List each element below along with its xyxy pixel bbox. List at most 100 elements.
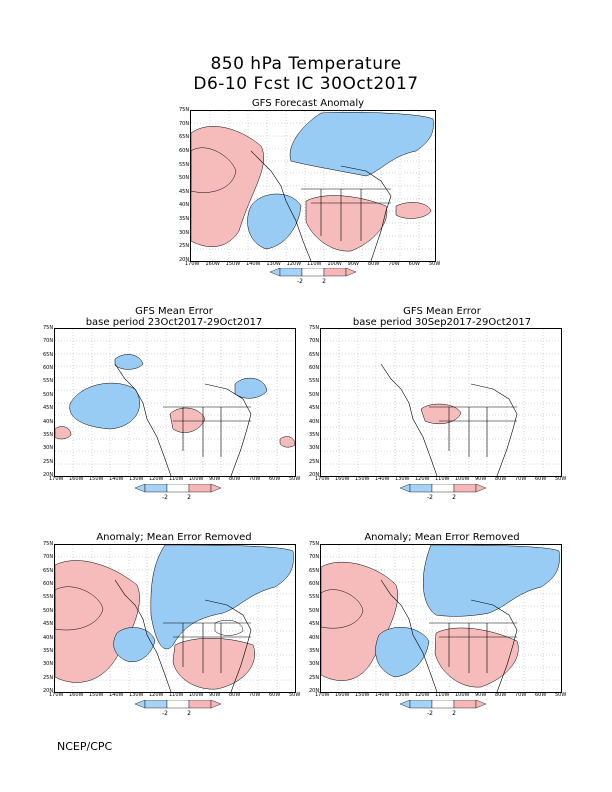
- lon-label: 110W: [169, 476, 184, 482]
- lon-label: 120W: [415, 476, 430, 482]
- lat-label: 75N: [179, 107, 190, 113]
- lon-label: 130W: [129, 692, 144, 698]
- panel-corrected-5d-title: Anomaly; Mean Error Removed: [96, 532, 252, 543]
- figure-title-line1: 850 hPa Temperature: [210, 54, 402, 74]
- lon-label: 80W: [495, 692, 507, 698]
- lon-label: 140W: [375, 692, 390, 698]
- panel-corrected-5d-map: [54, 544, 296, 693]
- lat-label: 45N: [179, 188, 190, 195]
- lat-label: 35N: [179, 216, 190, 223]
- lat-label: 30N: [43, 445, 54, 452]
- legend-label-pos: 2: [322, 278, 326, 284]
- lat-label: 75N: [309, 541, 320, 547]
- lat-label: 45N: [309, 621, 320, 628]
- lat-label: 55N: [309, 594, 320, 601]
- lat-label: 50N: [43, 391, 54, 398]
- lat-label: 20N: [43, 472, 54, 478]
- lon-label: 140W: [109, 692, 124, 698]
- panel-mean-error-5d-title: GFS Mean Error base period 23Oct2017-29Oc…: [85, 306, 263, 328]
- legend-label-neg: -2: [297, 278, 303, 284]
- lon-label: 140W: [375, 476, 390, 482]
- panel-mean-error-5d-legend: -2 2: [135, 484, 221, 500]
- lon-label: 100W: [189, 692, 204, 698]
- lat-label: 25N: [179, 243, 190, 250]
- lat-label: 65N: [43, 567, 54, 574]
- lat-label: 65N: [309, 351, 320, 358]
- lon-label: 170W: [315, 476, 330, 482]
- lat-label: 30N: [309, 661, 320, 668]
- lat-label: 45N: [43, 621, 54, 628]
- lon-label: 160W: [335, 476, 350, 482]
- legend-label-pos: 2: [452, 494, 456, 500]
- lon-label: 90W: [475, 692, 487, 698]
- panel-mean-error-30d-map: [320, 328, 562, 477]
- panel-mean-error-30d-legend: -2 2: [400, 484, 486, 500]
- lat-label: 25N: [309, 458, 320, 465]
- lat-label: 70N: [43, 554, 54, 561]
- lat-label: 30N: [179, 229, 190, 236]
- lat-label: 40N: [43, 418, 54, 425]
- legend-label-neg: -2: [427, 710, 433, 716]
- panel-mean-error-5d-map: [54, 328, 296, 477]
- legend-label-pos: 2: [187, 710, 191, 716]
- lon-label: 90W: [209, 692, 221, 698]
- lon-label: 170W: [185, 261, 200, 267]
- lat-label: 55N: [43, 378, 54, 385]
- lon-label: 80W: [495, 476, 507, 482]
- lat-label: 20N: [179, 257, 190, 263]
- lon-label: 160W: [205, 261, 220, 267]
- lon-label: 100W: [189, 476, 204, 482]
- lat-label: 75N: [309, 325, 320, 331]
- lat-label: 50N: [43, 607, 54, 614]
- legend-label-neg: -2: [427, 494, 433, 500]
- lon-label: 50W: [555, 692, 567, 698]
- lon-label: 110W: [435, 692, 450, 698]
- lon-label: 150W: [355, 476, 370, 482]
- credit-label: NCEP/CPC: [57, 740, 113, 753]
- lon-label: 80W: [368, 261, 380, 267]
- lat-label: 30N: [309, 445, 320, 452]
- lon-label: 50W: [555, 476, 567, 482]
- lat-label: 55N: [43, 594, 54, 601]
- lon-label: 130W: [266, 261, 281, 267]
- lat-label: 60N: [309, 365, 320, 372]
- lat-label: 40N: [309, 418, 320, 425]
- lat-label: 40N: [43, 634, 54, 641]
- lon-label: 70W: [515, 692, 527, 698]
- lon-label: 170W: [49, 692, 64, 698]
- lat-label: 40N: [179, 202, 190, 209]
- lon-label: 150W: [355, 692, 370, 698]
- lat-label: 25N: [43, 674, 54, 681]
- lon-label: 60W: [269, 476, 281, 482]
- lon-label: 60W: [535, 692, 547, 698]
- lon-label: 50W: [289, 476, 301, 482]
- lon-label: 160W: [335, 692, 350, 698]
- lat-label: 70N: [309, 554, 320, 561]
- lat-label: 20N: [43, 688, 54, 694]
- legend-label-neg: -2: [162, 710, 168, 716]
- lon-label: 90W: [209, 476, 221, 482]
- lon-label: 110W: [435, 476, 450, 482]
- lon-label: 70W: [249, 692, 261, 698]
- panel-corrected-5d-legend: -2 2: [135, 700, 221, 716]
- lat-label: 25N: [43, 458, 54, 465]
- lat-label: 20N: [309, 472, 320, 478]
- lon-label: 50W: [429, 261, 441, 267]
- lat-label: 70N: [309, 338, 320, 345]
- lon-label: 70W: [515, 476, 527, 482]
- lon-label: 130W: [395, 476, 410, 482]
- panel-corrected-30d-title: Anomaly; Mean Error Removed: [364, 532, 520, 543]
- lat-label: 65N: [43, 351, 54, 358]
- lat-label: 60N: [179, 147, 190, 154]
- lon-label: 60W: [408, 261, 420, 267]
- lat-label: 20N: [309, 688, 320, 694]
- lon-label: 60W: [535, 476, 547, 482]
- lon-label: 120W: [415, 692, 430, 698]
- legend-label-pos: 2: [452, 710, 456, 716]
- lon-label: 100W: [455, 692, 470, 698]
- lon-label: 130W: [129, 476, 144, 482]
- lon-label: 140W: [109, 476, 124, 482]
- panel-corrected-30d-map: [320, 544, 562, 693]
- lon-label: 160W: [69, 476, 84, 482]
- lat-label: 40N: [309, 634, 320, 641]
